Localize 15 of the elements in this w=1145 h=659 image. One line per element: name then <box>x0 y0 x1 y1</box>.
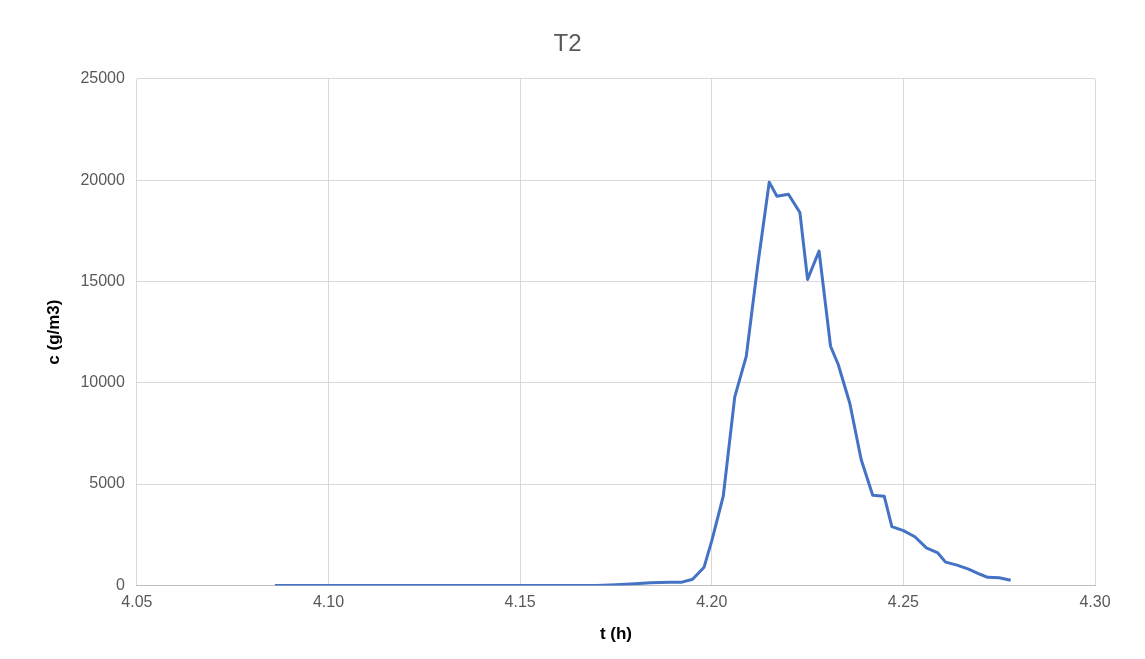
x-tick-label: 4.05 <box>121 593 153 611</box>
y-tick-label: 0 <box>115 575 125 593</box>
y-tick-label: 5000 <box>89 474 125 492</box>
x-tick-label: 4.25 <box>887 593 920 611</box>
x-tick-label: 4.20 <box>696 593 728 611</box>
chart-title: T2 <box>553 29 582 57</box>
x-tick-label: 4.30 <box>1079 593 1111 611</box>
y-tick-label: 15000 <box>80 271 125 289</box>
x-axis-title: t (h) <box>599 624 632 644</box>
x-tick-label: 4.10 <box>312 593 345 611</box>
y-axis-title: c (g/m3) <box>43 299 63 365</box>
y-tick-label: 25000 <box>80 69 125 87</box>
x-tick-label: 4.15 <box>504 593 536 611</box>
y-tick-label: 20000 <box>80 170 125 188</box>
y-tick-label: 10000 <box>80 373 125 391</box>
